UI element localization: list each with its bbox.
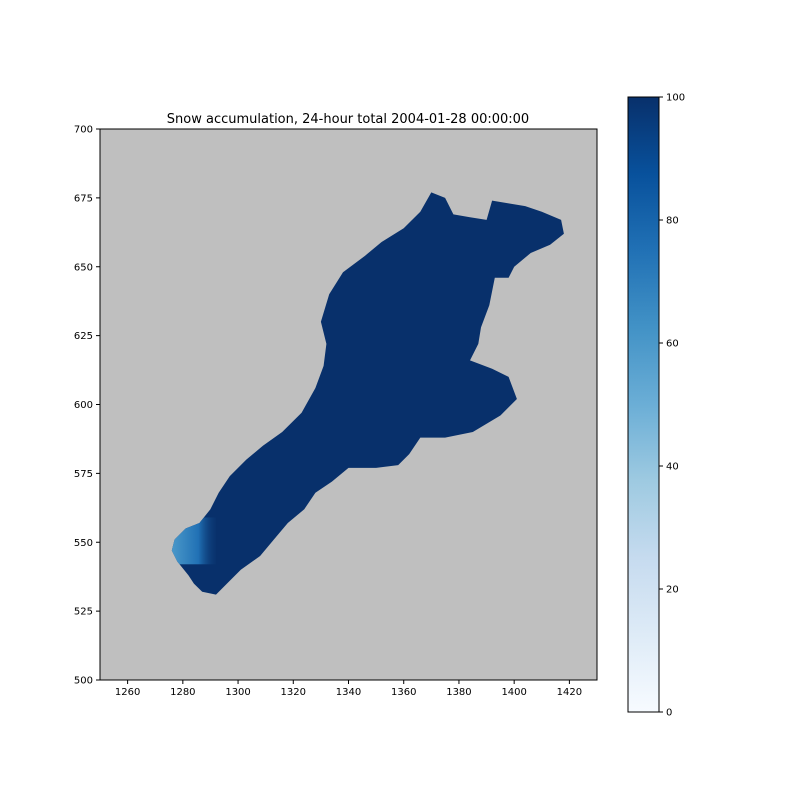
- x-tick-label: 1400: [501, 687, 526, 698]
- snow-region: [171, 192, 564, 595]
- colorbar-tick-label: 100: [666, 93, 685, 104]
- colorbar-tick-label: 0: [666, 708, 672, 719]
- x-tick-label: 1280: [170, 687, 195, 698]
- colorbar-tick-label: 40: [666, 462, 679, 473]
- y-tick-label: 675: [74, 193, 93, 204]
- y-tick-label: 650: [74, 262, 93, 273]
- y-tick-label: 550: [74, 538, 93, 549]
- x-tick-label: 1320: [281, 687, 306, 698]
- chart-title: Snow accumulation, 24-hour total 2004-01…: [167, 112, 529, 127]
- x-tick-label: 1300: [225, 687, 250, 698]
- y-tick-label: 600: [74, 400, 93, 411]
- y-tick-label: 575: [74, 469, 93, 480]
- colorbar-tick-label: 80: [666, 216, 679, 227]
- colorbar-axis: 0 20 40 60 80 100: [659, 93, 685, 719]
- x-axis: 1260 1280 1300 1320 1340 1360 1380 1400 1420: [115, 680, 582, 698]
- x-tick-label: 1420: [557, 687, 582, 698]
- x-tick-label: 1380: [446, 687, 471, 698]
- colorbar-tick-label: 20: [666, 585, 679, 596]
- y-tick-label: 525: [74, 607, 93, 618]
- y-tick-label: 700: [74, 125, 93, 136]
- x-tick-label: 1360: [391, 687, 416, 698]
- colorbar-tick-label: 60: [666, 339, 679, 350]
- colorbar: [627, 96, 660, 713]
- y-tick-label: 500: [74, 676, 93, 687]
- y-tick-label: 625: [74, 331, 93, 342]
- y-axis: 500 525 550 575 600 625 650 675 700: [74, 125, 100, 687]
- x-tick-label: 1260: [115, 687, 140, 698]
- x-tick-label: 1340: [336, 687, 361, 698]
